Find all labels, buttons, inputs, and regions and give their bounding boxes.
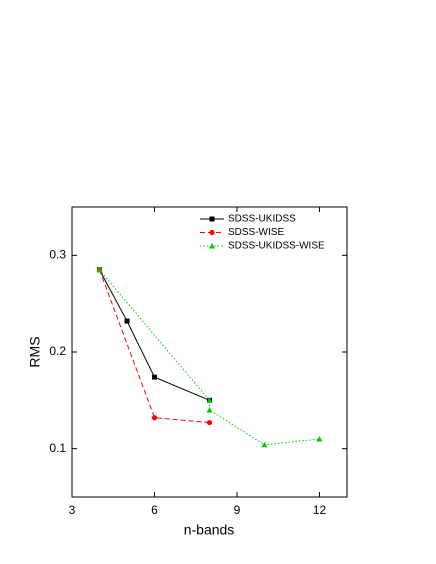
series-line — [99, 269, 210, 401]
x-tick-label: 9 — [234, 503, 241, 517]
y-axis-title: RMS — [27, 336, 43, 367]
series-line — [99, 269, 320, 446]
marker — [206, 397, 213, 403]
legend-text: SDSS-WISE — [228, 227, 284, 238]
legend-marker — [209, 243, 215, 249]
y-tick-label: 0.3 — [49, 248, 66, 262]
marker — [206, 407, 213, 413]
x-tick-label: 12 — [313, 503, 327, 517]
legend-text: SDSS-UKIDSS — [228, 214, 296, 225]
y-tick-label: 0.1 — [49, 441, 66, 455]
marker — [151, 415, 158, 421]
x-tick-label: 3 — [69, 503, 76, 517]
marker — [261, 441, 268, 448]
legend-marker — [209, 229, 215, 236]
series-line — [99, 269, 210, 424]
legend-text: SDSS-UKIDSS-WISE — [228, 241, 325, 252]
marker — [316, 436, 323, 442]
legend-marker — [209, 216, 215, 222]
marker — [96, 266, 103, 273]
marker — [124, 318, 130, 324]
y-tick-label: 0.2 — [49, 344, 66, 358]
marker — [152, 374, 157, 380]
marker — [206, 419, 213, 426]
x-axis-title: n-bands — [184, 522, 235, 538]
x-tick-label: 6 — [151, 503, 158, 517]
